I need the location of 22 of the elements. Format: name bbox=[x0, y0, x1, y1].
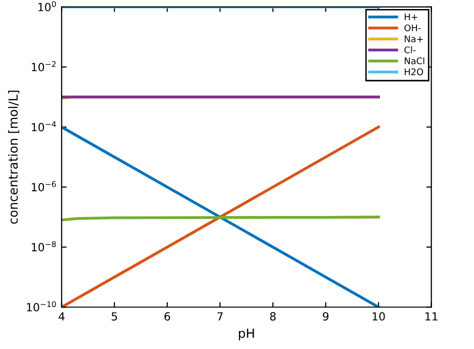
y-tick-label: 10$^{−8}$ bbox=[32, 241, 56, 252]
y-tick-label: 10$^{0}$ bbox=[38, 1, 56, 12]
x-tick-label: 8 bbox=[270, 312, 276, 321]
y-tick-label: 10$^{−6}$ bbox=[32, 181, 56, 192]
y-tick-label: 10$^{−4}$ bbox=[32, 121, 56, 132]
legend-label: Na+ bbox=[404, 36, 423, 42]
x-tick-label: 6 bbox=[164, 312, 170, 321]
legend-label: Cl- bbox=[404, 46, 416, 54]
x-tick-label: 10 bbox=[372, 312, 385, 321]
x-axis-title: pH bbox=[238, 328, 254, 340]
x-tick-label: 5 bbox=[112, 312, 117, 321]
x-tick-label: 9 bbox=[322, 312, 328, 321]
legend-label: NaCl bbox=[404, 57, 424, 64]
x-tick-label: 4 bbox=[58, 312, 65, 320]
y-tick-label: 10$^{−2}$ bbox=[32, 61, 56, 72]
y-axis-title: concentration [mol/L] bbox=[8, 90, 20, 224]
legend-label: H+ bbox=[404, 14, 418, 20]
y-tick-label: 10$^{−10}$ bbox=[26, 301, 56, 312]
x-tick-label: 7 bbox=[217, 312, 223, 320]
legend-label: H2O bbox=[404, 68, 424, 76]
legend-label: OH- bbox=[404, 24, 421, 32]
x-tick-label: 11 bbox=[425, 312, 438, 320]
